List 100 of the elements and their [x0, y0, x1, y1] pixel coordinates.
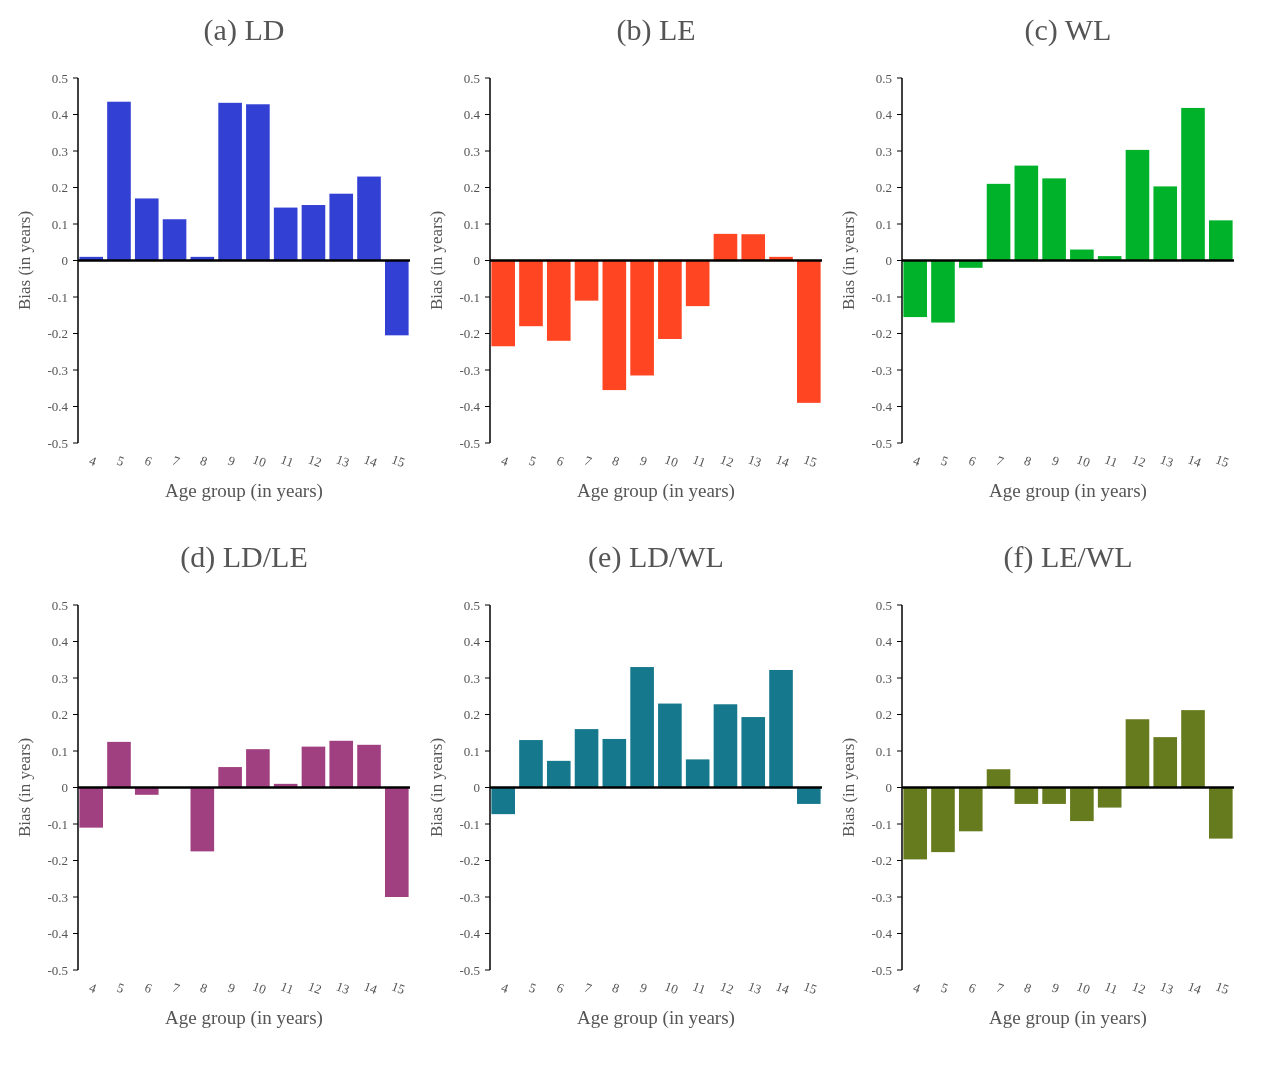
y-tick-label: 0.3 — [875, 670, 892, 686]
x-tick-label: 10 — [1074, 978, 1093, 998]
y-tick-label: 0.4 — [875, 107, 893, 123]
x-tick-label: 6 — [554, 979, 567, 997]
chart-title: (b) LE — [616, 13, 696, 47]
x-tick-label: 6 — [554, 452, 567, 470]
x-tick-label: 11 — [1102, 451, 1120, 470]
y-tick-label: -0.3 — [47, 362, 68, 378]
y-tick-label: -0.1 — [459, 289, 480, 305]
x-tick-label: 12 — [718, 451, 736, 471]
y-tick-label: -0.1 — [47, 816, 68, 832]
y-tick-label: -0.3 — [871, 362, 892, 378]
y-axis-title: Bias (in years) — [427, 737, 446, 838]
y-tick-label: -0.3 — [47, 889, 68, 905]
x-tick-label: 4 — [911, 979, 923, 997]
x-tick-label: 12 — [1130, 978, 1148, 998]
x-tick-label: 5 — [114, 979, 127, 996]
x-tick-label: 12 — [306, 451, 324, 471]
x-tick-label: 9 — [226, 979, 238, 996]
x-tick-label: 4 — [499, 452, 511, 470]
x-tick-label: 13 — [334, 978, 352, 998]
x-tick-label: 7 — [582, 452, 595, 470]
x-tick-label: 7 — [170, 979, 183, 997]
y-tick-label: -0.3 — [871, 889, 892, 905]
y-tick-label: 0.2 — [51, 180, 68, 196]
y-axis-title: Bias (in years) — [839, 737, 858, 838]
x-tick-label: 9 — [1050, 979, 1062, 996]
x-tick-label: 8 — [198, 452, 210, 469]
y-tick-label: -0.3 — [459, 889, 480, 905]
y-tick-label: -0.4 — [871, 399, 893, 415]
y-tick-label: 0.5 — [875, 70, 892, 86]
x-tick-label: 15 — [801, 978, 820, 998]
y-tick-label: 0.2 — [51, 707, 68, 723]
x-axis-title: Age group (in years) — [577, 480, 735, 502]
x-tick-label: 4 — [87, 452, 99, 470]
y-tick-label: -0.2 — [459, 326, 480, 342]
y-tick-label: 0.5 — [51, 70, 68, 86]
y-tick-label: -0.2 — [47, 326, 68, 342]
x-tick-label: 8 — [610, 979, 622, 996]
x-tick-label: 6 — [142, 979, 155, 997]
x-tick-label: 8 — [198, 979, 210, 996]
x-tick-label: 7 — [994, 452, 1007, 470]
x-tick-label: 12 — [1130, 451, 1148, 471]
y-tick-label: -0.4 — [459, 399, 481, 415]
y-tick-label: 0.5 — [875, 597, 892, 613]
x-tick-label: 5 — [938, 979, 951, 996]
y-tick-label: -0.2 — [459, 853, 480, 869]
y-tick-label: 0.5 — [51, 597, 68, 613]
x-tick-label: 11 — [690, 451, 708, 470]
y-tick-label: 0.4 — [463, 634, 481, 650]
y-tick-label: 0.3 — [875, 143, 892, 159]
x-tick-label: 11 — [690, 978, 708, 997]
x-tick-label: 14 — [361, 451, 380, 471]
x-tick-label: 5 — [938, 452, 951, 469]
y-tick-label: -0.2 — [871, 326, 892, 342]
y-tick-label: -0.5 — [871, 435, 892, 451]
y-tick-label: -0.5 — [47, 435, 68, 451]
x-tick-label: 14 — [773, 978, 792, 998]
y-tick-label: 0.4 — [51, 107, 69, 123]
x-tick-label: 8 — [1022, 979, 1034, 996]
x-axis-title: Age group (in years) — [989, 480, 1147, 502]
x-tick-label: 10 — [662, 451, 681, 471]
x-tick-label: 4 — [87, 979, 99, 997]
y-tick-label: 0.5 — [463, 597, 480, 613]
x-tick-label: 9 — [226, 452, 238, 469]
y-axis-title: Bias (in years) — [427, 210, 446, 311]
y-tick-label: 0.3 — [51, 670, 68, 686]
x-tick-label: 10 — [250, 451, 269, 471]
y-tick-label: 0.2 — [463, 180, 480, 196]
y-tick-label: -0.5 — [459, 962, 480, 978]
x-tick-label: 8 — [610, 452, 622, 469]
y-tick-label: 0 — [61, 253, 68, 269]
x-axis-title: Age group (in years) — [577, 1007, 735, 1029]
x-tick-label: 13 — [1158, 451, 1176, 471]
y-tick-label: -0.2 — [871, 853, 892, 869]
x-tick-label: 7 — [582, 979, 595, 997]
y-tick-label: 0 — [473, 780, 480, 796]
x-tick-label: 15 — [1213, 978, 1232, 998]
x-tick-label: 11 — [278, 451, 296, 470]
x-tick-label: 9 — [1050, 452, 1062, 469]
y-tick-label: 0.4 — [875, 634, 893, 650]
x-tick-label: 6 — [966, 452, 979, 470]
y-tick-label: -0.2 — [47, 853, 68, 869]
x-tick-label: 4 — [499, 979, 511, 997]
y-tick-label: 0.2 — [875, 180, 892, 196]
x-tick-label: 14 — [1185, 978, 1204, 998]
y-tick-label: -0.5 — [871, 962, 892, 978]
y-tick-label: 0.5 — [463, 70, 480, 86]
y-tick-label: -0.4 — [47, 926, 69, 942]
x-axis-title: Age group (in years) — [165, 1007, 323, 1029]
x-tick-label: 7 — [994, 979, 1007, 997]
y-tick-label: -0.4 — [459, 926, 481, 942]
y-tick-label: -0.4 — [871, 926, 893, 942]
x-tick-label: 10 — [250, 978, 269, 998]
y-tick-label: 0.4 — [463, 107, 481, 123]
x-axis-title: Age group (in years) — [165, 480, 323, 502]
y-tick-label: 0.2 — [463, 707, 480, 723]
x-tick-label: 15 — [389, 978, 408, 998]
y-tick-label: 0 — [61, 780, 68, 796]
x-tick-label: 13 — [1158, 978, 1176, 998]
